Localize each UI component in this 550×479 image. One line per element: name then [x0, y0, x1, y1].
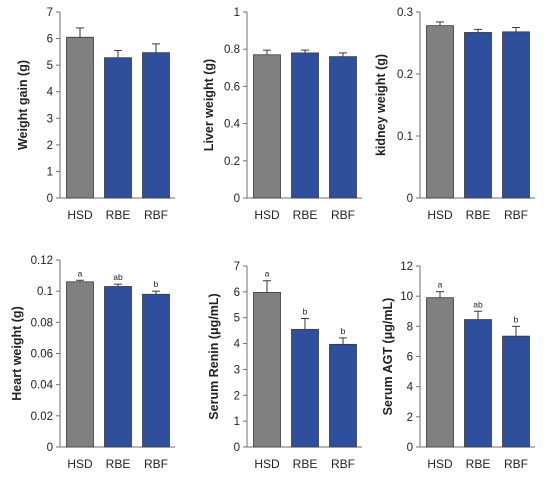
category-label-rbe: RBE — [466, 457, 491, 471]
y-tick-label: 0.06 — [31, 349, 53, 361]
category-label-rbf: RBF — [144, 457, 168, 471]
chart-panel-5: 0 1 2 3 4 5 6 7 Serum Renin (μg/mL) a HSD b RBE b RBF — [207, 261, 362, 471]
bar-rbf — [329, 343, 357, 448]
y-tick-label: 0.02 — [31, 411, 53, 423]
y-tick-label: 0.4 — [224, 119, 241, 131]
y-tick-label: 0.6 — [224, 81, 240, 93]
bar-rbe — [464, 319, 492, 448]
significance-label: a — [438, 280, 443, 290]
bar-hsd — [426, 297, 454, 448]
y-tick-label: 10 — [400, 291, 413, 303]
category-label-hsd: HSD — [427, 208, 453, 222]
y-tick-label: 2 — [234, 390, 240, 402]
y-tick-label: 0.1 — [397, 131, 413, 143]
significance-label: a — [265, 269, 270, 279]
category-label-rbf: RBF — [504, 208, 528, 222]
bar-rbe — [464, 32, 492, 199]
y-tick-label: 8 — [407, 321, 413, 333]
chart-panel-6: 0 2 4 6 8 10 12 Serum AGT (μg/mL) a HSD ab RBE b RBF — [381, 261, 535, 471]
y-tick-label: 12 — [400, 261, 413, 273]
category-label-hsd: HSD — [254, 457, 280, 471]
category-label-rbf: RBF — [504, 457, 528, 471]
category-label-rbe: RBE — [466, 208, 491, 222]
category-label-rbf: RBF — [144, 208, 168, 222]
y-tick-label: 6 — [47, 34, 53, 46]
category-label-rbf: RBF — [331, 208, 355, 222]
category-label-rbe: RBE — [106, 457, 131, 471]
y-axis-title: Weight gain (g) — [16, 60, 30, 150]
y-axis-title: Serum AGT (μg/mL) — [381, 298, 395, 416]
significance-label: b — [303, 306, 308, 316]
category-label-hsd: HSD — [67, 457, 93, 471]
category-label-rbe: RBE — [106, 208, 131, 222]
bar-hsd — [426, 25, 454, 199]
bar-hsd — [253, 291, 281, 448]
category-label-rbe: RBE — [293, 208, 318, 222]
significance-label: b — [341, 326, 346, 336]
y-tick-label: 4 — [234, 339, 241, 351]
y-tick-label: 7 — [234, 261, 240, 273]
bar-hsd — [253, 54, 281, 199]
y-tick-label: 6 — [234, 287, 240, 299]
y-tick-label: 0 — [234, 193, 240, 205]
bar-rbe — [104, 57, 132, 199]
y-tick-label: 0.04 — [31, 380, 54, 392]
y-tick-label: 0 — [47, 193, 53, 205]
bar-rbf — [142, 293, 170, 448]
y-tick-label: 0 — [47, 442, 53, 454]
y-tick-label: 3 — [47, 113, 53, 125]
bar-hsd — [66, 36, 94, 199]
category-label-hsd: HSD — [427, 457, 453, 471]
significance-label: ab — [473, 299, 483, 309]
bar-rbf — [502, 335, 530, 448]
y-tick-label: 7 — [47, 7, 53, 19]
y-axis-title: Serum Renin (μg/mL) — [207, 293, 221, 419]
y-tick-label: 0.2 — [397, 69, 413, 81]
y-tick-label: 0.12 — [31, 255, 53, 267]
y-tick-label: 2 — [47, 140, 53, 152]
significance-label: b — [154, 279, 159, 289]
bar-hsd — [66, 281, 94, 448]
y-tick-label: 5 — [234, 313, 240, 325]
y-tick-label: 1 — [234, 416, 240, 428]
y-tick-label: 0 — [234, 442, 240, 454]
y-tick-label: 0.1 — [37, 286, 53, 298]
bar-rbf — [502, 31, 530, 199]
chart-panel-4: 0 0.02 0.04 0.06 0.08 0.1 0.12 Heart weight (g)… — [10, 255, 175, 471]
y-tick-label: 2 — [407, 412, 413, 424]
y-tick-label: 0.3 — [397, 7, 413, 19]
y-tick-label: 0 — [407, 193, 413, 205]
y-tick-label: 5 — [47, 60, 53, 72]
y-tick-label: 3 — [234, 364, 240, 376]
y-axis-title: Heart weight (g) — [10, 306, 24, 400]
chart-panel-1: 0 1 2 3 4 5 6 7 Weight gain (g) HSD RBE RBF — [16, 7, 175, 222]
bar-rbe — [291, 328, 319, 448]
bar-rbe — [291, 52, 319, 199]
significance-label: ab — [113, 272, 123, 282]
chart-panel-3: 0 0.1 0.2 0.3 kidney weight (g) HSD RBE RBF — [374, 7, 535, 222]
category-label-hsd: HSD — [254, 208, 280, 222]
y-tick-label: 0.2 — [224, 156, 240, 168]
significance-label: b — [514, 314, 519, 324]
category-label-hsd: HSD — [67, 208, 93, 222]
bar-rbe — [104, 286, 132, 448]
y-tick-label: 6 — [407, 352, 413, 364]
y-tick-label: 1 — [47, 166, 53, 178]
y-axis-title: Liver weight (g) — [202, 59, 216, 151]
y-tick-label: 4 — [47, 87, 54, 99]
bar-rbf — [329, 56, 357, 199]
chart-panel-2: 0 0.2 0.4 0.6 0.8 1 Liver weight (g) HSD RBE RBF — [202, 7, 362, 222]
y-tick-label: 4 — [407, 382, 414, 394]
bar-rbf — [142, 52, 170, 199]
y-tick-label: 1 — [234, 7, 240, 19]
y-tick-label: 0.8 — [224, 44, 240, 56]
y-axis-title: kidney weight (g) — [374, 54, 388, 156]
category-label-rbe: RBE — [293, 457, 318, 471]
y-tick-label: 0.08 — [31, 317, 53, 329]
significance-label: a — [78, 268, 83, 278]
category-label-rbf: RBF — [331, 457, 355, 471]
y-tick-label: 0 — [407, 442, 413, 454]
